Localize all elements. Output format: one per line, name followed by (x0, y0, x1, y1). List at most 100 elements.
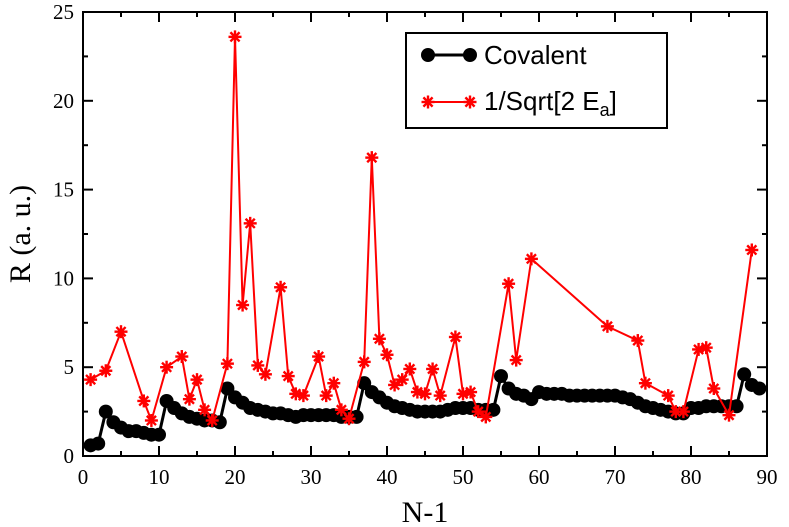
marker-stroke (145, 415, 157, 426)
data-point (334, 403, 348, 417)
legend-label-covalent: Covalent (484, 40, 587, 70)
data-point (372, 332, 386, 346)
data-point (342, 412, 356, 426)
legend-box (405, 32, 668, 129)
x-tick-label: 90 (757, 465, 778, 489)
data-point (296, 389, 310, 403)
data-point (190, 373, 204, 387)
data-point (745, 243, 759, 257)
data-point (274, 280, 288, 294)
marker-stroke (389, 379, 401, 391)
y-tick-label: 20 (53, 89, 74, 113)
marker-stroke (525, 253, 537, 265)
data-point (258, 367, 272, 381)
legend-marker-covalent (421, 48, 435, 62)
data-point (676, 405, 690, 419)
legend-label-sqrt: 1/Sqrt[2 Ea] (484, 86, 617, 120)
y-tick-label: 15 (53, 178, 74, 202)
data-point (722, 408, 736, 422)
data-point (236, 298, 250, 312)
data-point (631, 334, 645, 348)
marker-stroke (335, 404, 347, 416)
legend-marker-covalent (463, 48, 477, 62)
data-point (380, 348, 394, 362)
marker-stroke (662, 390, 674, 402)
legend-star (463, 95, 477, 109)
marker-stroke (700, 342, 712, 354)
marker-stroke (252, 359, 264, 371)
data-point (509, 353, 523, 367)
marker-stroke (313, 351, 325, 362)
marker-stroke (503, 278, 515, 290)
marker-stroke (259, 368, 271, 380)
data-point (729, 399, 744, 414)
data-point (638, 376, 652, 390)
data-point (699, 341, 713, 355)
marker-stroke (464, 96, 476, 108)
x-tick-label: 10 (149, 465, 170, 489)
marker-stroke (85, 374, 97, 386)
marker-stroke (161, 361, 173, 373)
legend-marker-sqrt (463, 95, 477, 109)
marker-stroke (465, 386, 477, 398)
data-point (388, 378, 402, 392)
y-axis-title: R (a. u.) (4, 185, 37, 283)
data-point (312, 350, 326, 364)
marker-stroke (100, 365, 112, 377)
data-point (98, 404, 113, 419)
data-point (502, 277, 516, 291)
series-sqrt-2ea (84, 30, 759, 427)
y-tick-label: 0 (64, 444, 75, 468)
marker-stroke (115, 326, 127, 338)
marker-stroke (422, 96, 434, 108)
marker-stroke (427, 363, 439, 375)
marker-stroke (746, 244, 758, 256)
y-tick-label: 25 (53, 0, 74, 24)
data-point (228, 30, 242, 44)
marker-stroke (373, 333, 385, 345)
data-point (175, 350, 189, 364)
marker-stroke (480, 411, 492, 423)
marker-stroke (693, 343, 705, 355)
data-point (600, 319, 614, 333)
data-point (661, 389, 675, 403)
marker-stroke (229, 31, 241, 43)
data-point (144, 413, 158, 427)
marker-stroke (434, 390, 446, 402)
data-point (220, 357, 234, 371)
data-point (752, 381, 767, 396)
data-point (464, 385, 478, 399)
data-point (319, 389, 333, 403)
data-point (471, 405, 485, 419)
data-point (243, 216, 257, 230)
data-point (737, 367, 752, 382)
data-point (281, 369, 295, 383)
data-point (91, 436, 106, 451)
data-point (198, 403, 212, 417)
data-point (479, 410, 493, 424)
series-layer (83, 30, 767, 453)
marker-stroke (457, 388, 469, 400)
x-tick-label: 30 (301, 465, 322, 489)
marker-stroke (206, 415, 218, 426)
marker-stroke (411, 386, 423, 398)
marker-stroke (472, 406, 484, 418)
marker-stroke (396, 374, 408, 386)
marker-stroke (275, 281, 287, 293)
data-point (395, 373, 409, 387)
marker-stroke (183, 393, 195, 405)
data-point (365, 151, 379, 165)
marker-stroke (176, 351, 188, 362)
marker-stroke (199, 404, 211, 416)
data-point (410, 385, 424, 399)
data-point (433, 389, 447, 403)
x-tick-label: 0 (78, 465, 89, 489)
marker-stroke (244, 217, 256, 229)
data-point (327, 376, 341, 390)
data-point (448, 330, 462, 344)
data-point (524, 252, 538, 266)
legend-star (421, 95, 435, 109)
marker-stroke (343, 413, 355, 425)
marker-stroke (708, 383, 720, 394)
